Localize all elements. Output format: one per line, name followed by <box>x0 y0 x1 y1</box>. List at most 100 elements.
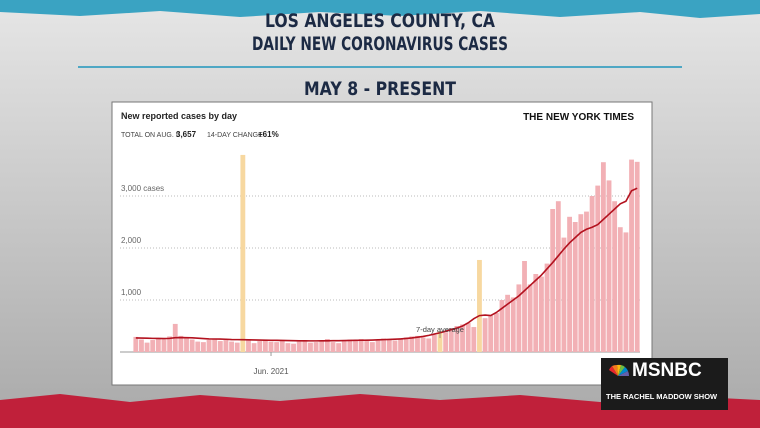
date-range: MAY 8 - PRESENT <box>304 78 456 100</box>
bar <box>246 340 251 352</box>
bar <box>223 340 229 352</box>
bar <box>539 276 544 352</box>
bar <box>561 237 567 352</box>
bar <box>477 259 482 352</box>
bar <box>595 185 601 352</box>
bar <box>161 339 167 352</box>
bar <box>308 342 313 352</box>
source: THE NEW YORK TIMES <box>523 112 634 123</box>
bar <box>634 161 640 352</box>
bar <box>324 339 330 352</box>
bar <box>431 334 437 352</box>
annotation: 7-day average <box>416 325 464 334</box>
bar <box>589 196 595 352</box>
bar <box>403 337 409 352</box>
bar <box>189 339 195 352</box>
bar <box>437 331 443 352</box>
bar <box>606 180 612 352</box>
bar <box>409 336 415 352</box>
bar <box>257 341 263 352</box>
bottom-band <box>0 394 760 428</box>
bar <box>178 335 184 352</box>
bar <box>240 154 246 352</box>
bar <box>516 284 522 352</box>
bar <box>420 337 426 352</box>
bar <box>375 340 381 352</box>
y-tick-label: 2,000 <box>121 236 142 245</box>
bar <box>206 340 212 352</box>
average-line <box>135 187 638 342</box>
show-name: THE RACHEL MADDOW SHOW <box>606 392 718 401</box>
bar <box>415 335 420 352</box>
bar <box>544 263 550 352</box>
bar <box>578 214 584 352</box>
bar <box>229 341 234 352</box>
bar <box>567 216 572 352</box>
bar <box>629 159 634 352</box>
bar <box>285 343 291 352</box>
bar <box>251 343 257 352</box>
bar <box>386 339 392 352</box>
bar <box>279 340 285 352</box>
bar <box>201 342 206 352</box>
chart-title: New reported cases by day <box>121 111 237 121</box>
total-value: 3,657 <box>176 130 197 139</box>
bar <box>217 341 223 352</box>
network-logo: MSNBC <box>632 360 702 381</box>
bar <box>167 336 173 352</box>
bar <box>426 338 432 352</box>
bar <box>274 342 280 352</box>
bar <box>358 339 364 352</box>
header-line: LOS ANGELES COUNTY, CA <box>265 10 495 32</box>
bar <box>460 324 465 352</box>
bar <box>330 342 336 352</box>
top-band <box>0 0 760 18</box>
bar <box>465 322 471 352</box>
bar <box>341 340 347 352</box>
total-label: TOTAL ON AUG. 5 <box>121 132 180 139</box>
bar <box>364 341 370 352</box>
bar <box>234 342 240 352</box>
bar <box>522 261 527 352</box>
peacock <box>609 364 630 376</box>
bar <box>144 342 150 352</box>
bar <box>482 318 488 352</box>
y-tick-label: 3,000 cases <box>121 184 164 193</box>
bar <box>493 313 499 352</box>
bar <box>353 340 358 352</box>
bar <box>155 338 161 352</box>
bar <box>527 284 533 352</box>
bar <box>195 341 201 352</box>
header-line: DAILY NEW CORONAVIRUS CASES <box>252 33 508 55</box>
bar <box>268 341 274 352</box>
bar <box>150 340 156 352</box>
bar <box>499 300 505 352</box>
change-value: +61% <box>258 130 279 139</box>
x-tick-label: Jun. 2021 <box>253 367 289 376</box>
bar <box>319 341 325 352</box>
bar <box>392 340 398 352</box>
bar <box>454 326 460 352</box>
bar <box>555 201 561 352</box>
bar <box>623 232 629 352</box>
bar <box>262 339 268 352</box>
bar <box>533 274 539 352</box>
change-label: 14-DAY CHANGE <box>207 132 263 139</box>
bar <box>133 336 139 352</box>
bar <box>139 339 144 352</box>
bar <box>370 342 375 352</box>
bar <box>600 162 606 352</box>
plot: 1,000 2,000 3,000 cases Jun. 2021 7-day aver… <box>120 154 640 376</box>
bar <box>471 327 477 352</box>
bar <box>617 227 623 352</box>
bar <box>448 328 454 352</box>
bar <box>572 222 578 352</box>
bar <box>184 338 189 352</box>
bar <box>302 340 308 352</box>
bar <box>550 209 556 352</box>
bar <box>313 342 319 352</box>
bar <box>584 211 589 352</box>
bar <box>296 341 302 352</box>
bar <box>212 338 218 352</box>
bar <box>510 297 516 352</box>
